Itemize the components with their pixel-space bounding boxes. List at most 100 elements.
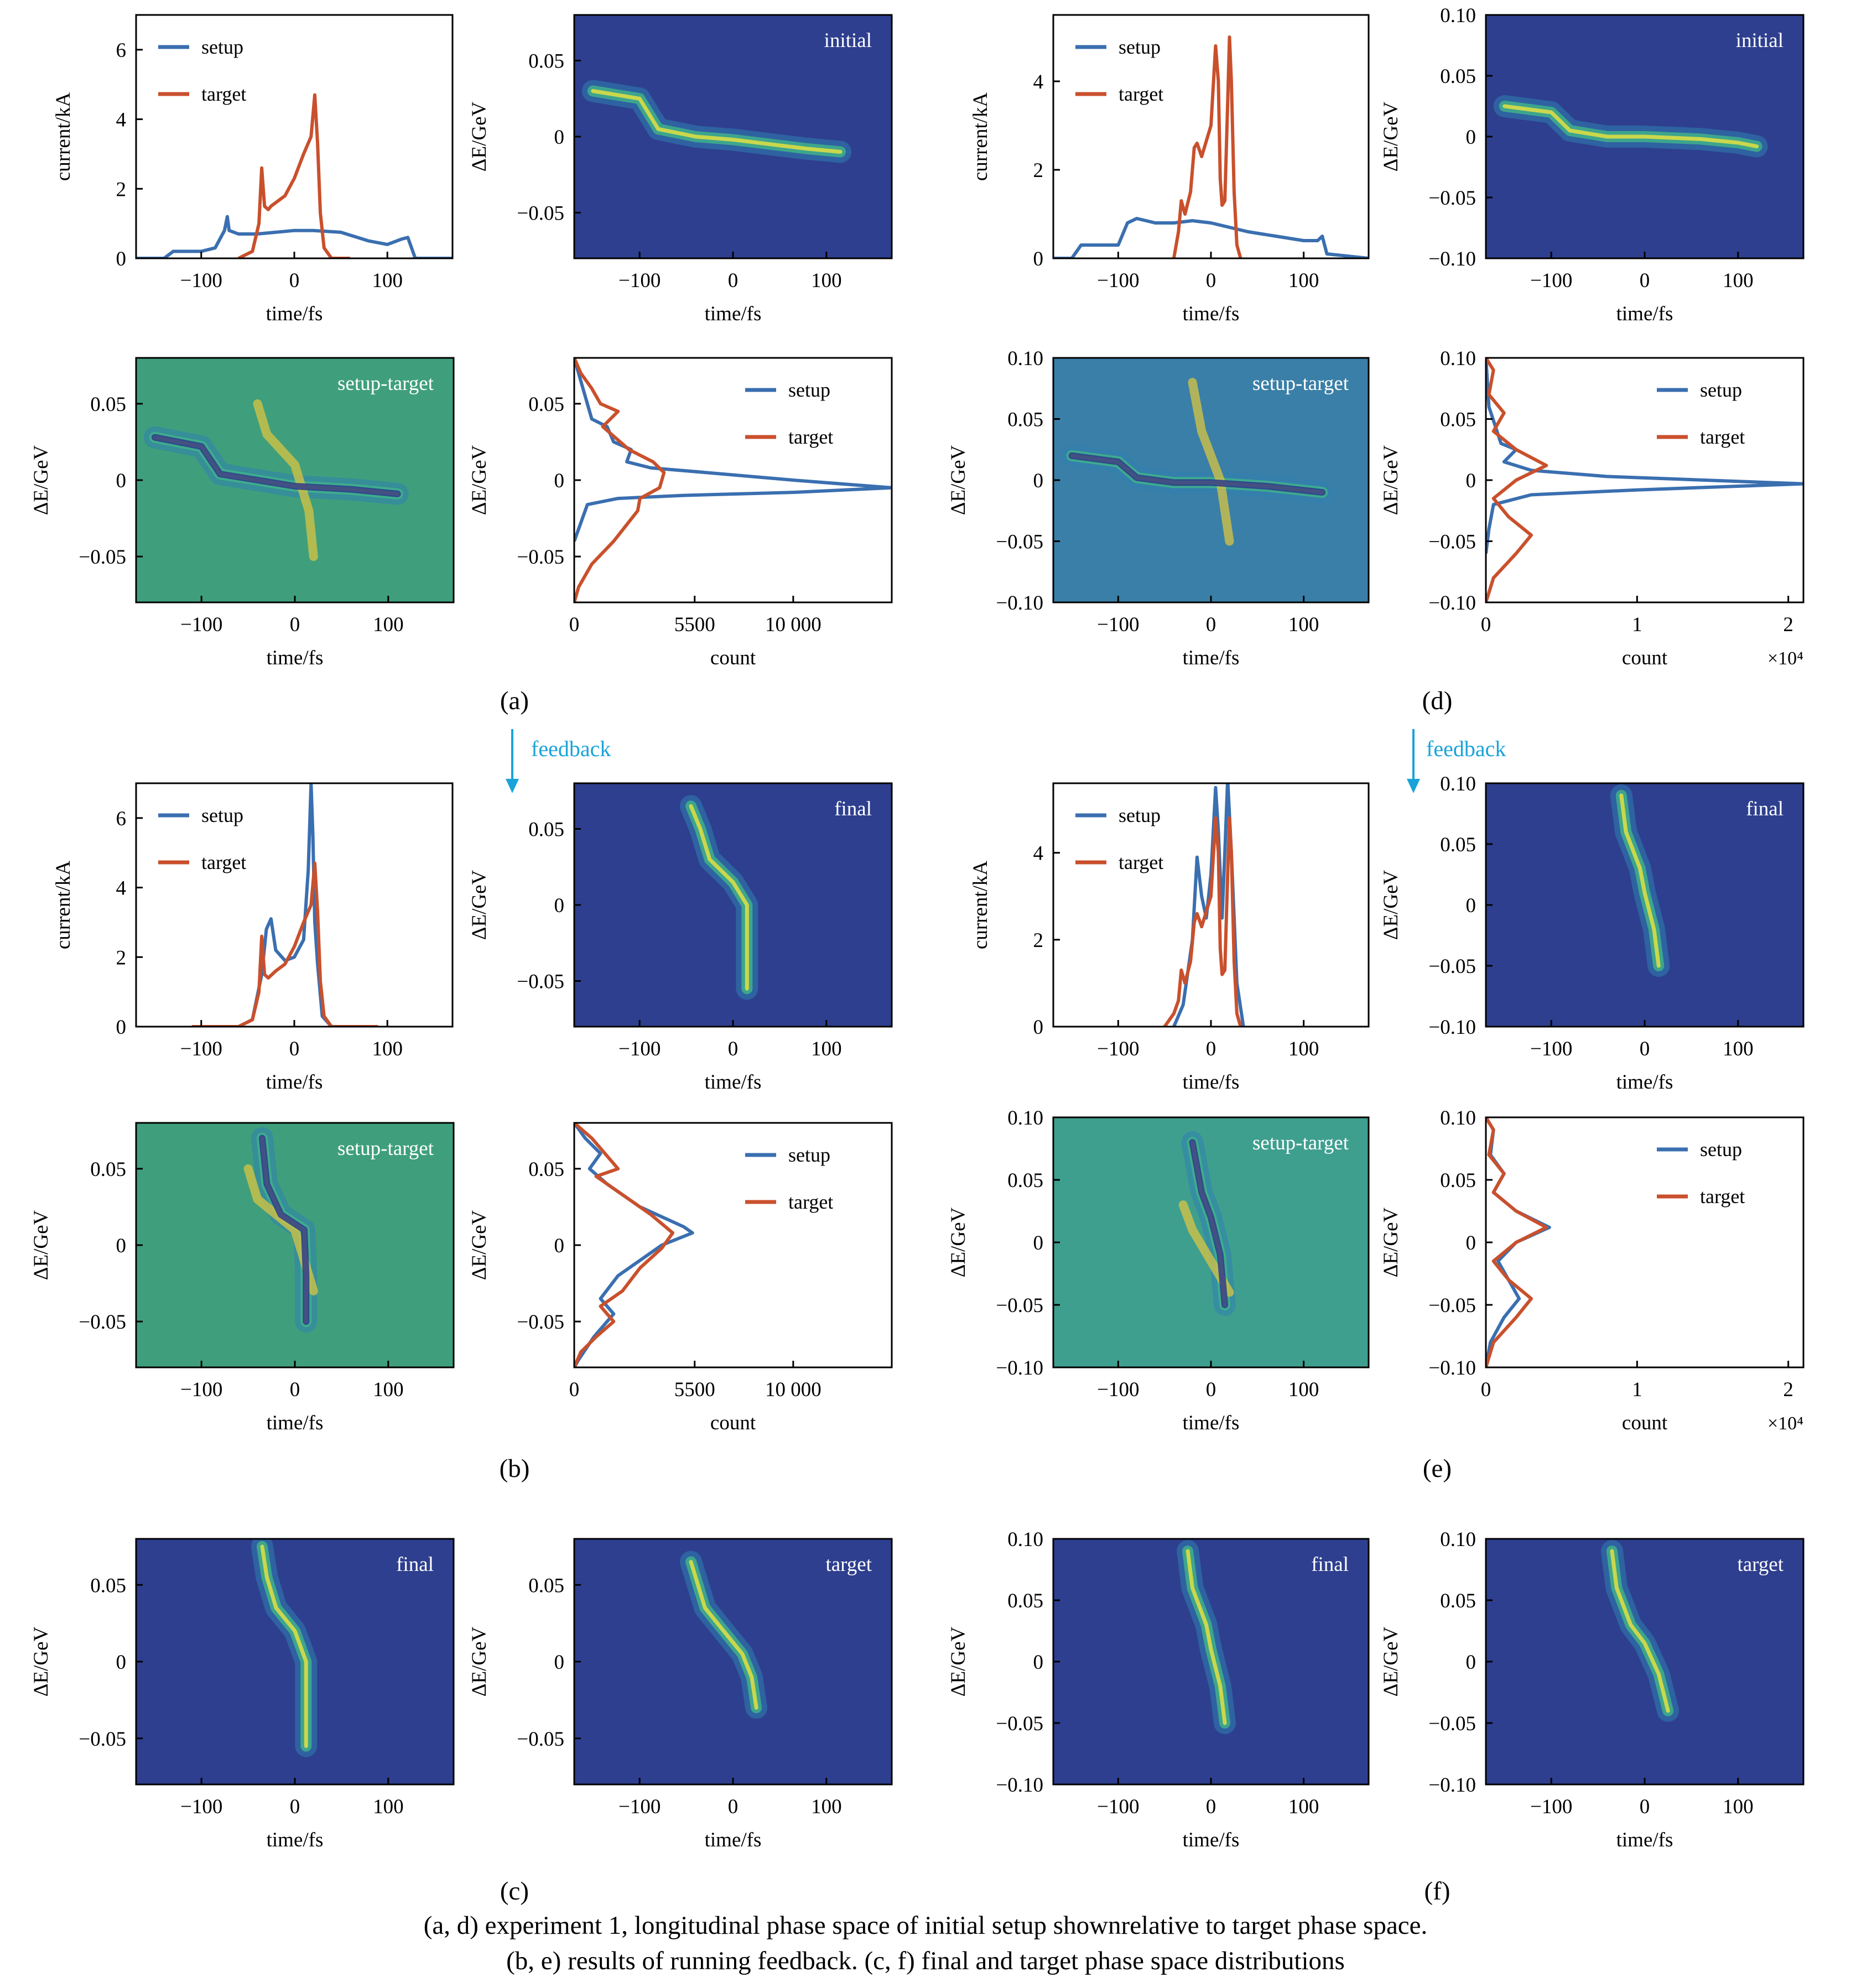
legend-label-target: target — [1700, 426, 1745, 448]
y-tick-label: −0.05 — [996, 1294, 1043, 1317]
beam-peak — [1502, 104, 1759, 149]
heatmap-background — [574, 783, 892, 1027]
y-tick-label: −0.05 — [996, 531, 1043, 554]
heatmap-body — [143, 399, 409, 561]
chart-d_hist: setup target 0 1 2 −0.10 −0.05 0 0.05 0.10 count ΔE… — [1380, 347, 1805, 669]
panel-letter-b: (b) — [499, 1454, 530, 1483]
series-line-setup — [574, 358, 892, 542]
target-excess — [1188, 378, 1234, 546]
series-line-target — [1486, 1117, 1548, 1367]
x-tick-label: −100 — [180, 1378, 222, 1401]
legend-label-setup: setup — [201, 804, 243, 826]
x-tick-label: 1 — [1632, 613, 1642, 636]
y-axis-label: ΔE/GeV — [947, 1207, 970, 1277]
x-tick-label: −100 — [1530, 269, 1572, 292]
x-tick-label: 5500 — [674, 1378, 715, 1401]
beam-peak — [689, 1560, 758, 1710]
x-tick-label: 0 — [1206, 613, 1216, 636]
y-tick-label: 0.05 — [1440, 834, 1476, 856]
legend-label-target: target — [1119, 851, 1163, 873]
x-axis-label: count — [710, 1412, 756, 1434]
y-tick-label: −0.05 — [517, 546, 564, 569]
x-tick-label: 100 — [1288, 1038, 1319, 1060]
x-axis-label: time/fs — [705, 1829, 762, 1851]
y-axis-label: ΔE/GeV — [468, 101, 491, 171]
plot-background — [136, 783, 453, 1027]
x-tick-label: 10 000 — [765, 1378, 821, 1401]
x-axis-label: count — [710, 647, 756, 669]
series-line-setup — [574, 1123, 694, 1367]
x-axis-label: time/fs — [267, 1829, 324, 1851]
y-axis-label: ΔE/GeV — [947, 1626, 970, 1696]
x-tick-label: −100 — [618, 269, 661, 292]
x-tick-label: 100 — [811, 269, 842, 292]
series-line-target — [191, 861, 378, 1027]
x-tick-label: 0 — [1481, 613, 1491, 636]
y-tick-label: 0.10 — [1440, 4, 1476, 27]
x-axis-label: time/fs — [1616, 1071, 1673, 1094]
chart-a_initial: initial −100 0 100 −0.05 0 0.05 time/fs ΔE/GeV — [468, 14, 893, 325]
beam-peak — [260, 1544, 308, 1748]
heatmap-body — [1493, 95, 1768, 158]
x-tick-label: −100 — [618, 1796, 661, 1818]
plot-body — [191, 783, 378, 1027]
y-tick-label: 0.05 — [1440, 409, 1476, 431]
heatmap-background — [574, 1539, 892, 1784]
panel-label: final — [396, 1553, 434, 1576]
x-tick-label: 100 — [372, 1038, 403, 1060]
legend-label-setup: setup — [788, 1144, 830, 1166]
x-tick-label: 0 — [569, 613, 580, 636]
y-tick-label: 0.05 — [528, 1158, 564, 1181]
y-axis-label: current/kA — [969, 861, 992, 950]
y-tick-label: 0 — [1466, 126, 1476, 149]
panel-label: setup-target — [337, 372, 434, 395]
chart-b_current: setup target −100 0 100 0 2 4 6 time/fs current/kA — [52, 782, 454, 1094]
x-tick-label: 100 — [1723, 1038, 1754, 1060]
x-tick-label: 0 — [1206, 1038, 1216, 1060]
legend-label-setup: setup — [1700, 379, 1742, 401]
chart-a_hist: setup target 0 5500 10 000 −0.05 0 0.05 count ΔE/… — [468, 357, 893, 669]
chart-d_initial: initial −100 0 100 −0.10 −0.05 0 0.05 0.10 time/f… — [1380, 4, 1805, 325]
y-tick-label: 0 — [116, 1651, 127, 1674]
y-tick-label: −0.05 — [517, 202, 564, 225]
plot-background — [1053, 783, 1369, 1027]
x-axis-label: time/fs — [267, 647, 324, 669]
x-tick-label: 100 — [1723, 1796, 1754, 1818]
plot-body — [1053, 35, 1369, 258]
chart-e_final: final −100 0 100 −0.10 −0.05 0 0.05 0.10 time/fs Δ… — [1380, 773, 1805, 1094]
x-axis-label: time/fs — [1616, 1829, 1673, 1851]
x-axis-label: time/fs — [1183, 1071, 1240, 1094]
y-tick-label: 6 — [116, 808, 127, 830]
y-tick-label: 0 — [1466, 1651, 1476, 1674]
y-tick-label: 0.10 — [1440, 347, 1476, 370]
setup-excess — [258, 1134, 310, 1325]
plot-body — [1163, 783, 1245, 1027]
y-axis-label: ΔE/GeV — [468, 870, 491, 940]
y-tick-label: −0.10 — [1428, 592, 1476, 615]
series-line-setup — [136, 215, 453, 258]
chart-c_target: target −100 0 100 −0.05 0 0.05 time/fs ΔE/GeV — [468, 1538, 893, 1851]
y-tick-label: 0.10 — [1440, 1528, 1476, 1551]
y-tick-label: 0.05 — [90, 1574, 126, 1597]
x-tick-label: −100 — [1097, 1038, 1139, 1060]
feedback-arrow-left — [506, 729, 519, 793]
chart-c_final: final −100 0 100 −0.05 0 0.05 time/fs ΔE/GeV — [30, 1538, 455, 1851]
y-tick-label: 2 — [116, 178, 127, 201]
plot-body — [574, 1123, 694, 1367]
x-axis-multiplier: ×10⁴ — [1767, 1413, 1803, 1434]
y-tick-label: −0.05 — [1428, 1294, 1476, 1317]
plot-body — [136, 93, 453, 258]
chart-b_final: final −100 0 100 −0.05 0 0.05 time/fs ΔE/GeV — [468, 782, 893, 1094]
beam-peak — [1619, 793, 1661, 968]
x-axis-label: time/fs — [1183, 1412, 1240, 1434]
x-tick-label: 0 — [728, 1796, 739, 1818]
y-tick-label: −0.05 — [517, 1728, 564, 1751]
chart-e_diff: setup-target −100 0 100 −0.10 −0.05 0 0.05 0.10 t… — [947, 1107, 1370, 1434]
plot-background — [574, 358, 892, 602]
x-tick-label: 0 — [728, 1038, 739, 1060]
y-tick-label: −0.05 — [79, 546, 126, 569]
y-tick-label: 0.05 — [90, 1158, 126, 1181]
y-tick-label: −0.10 — [1428, 248, 1476, 270]
panel-letter-f: (f) — [1424, 1877, 1450, 1906]
y-tick-label: 4 — [1033, 71, 1044, 93]
